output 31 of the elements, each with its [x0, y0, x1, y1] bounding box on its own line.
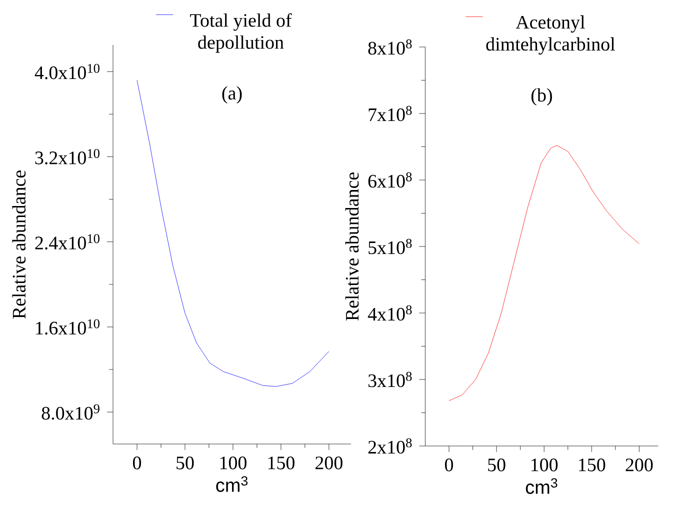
y-tick-label: 1.6x10$^{10}$: [36, 319, 100, 335]
text: (a): [222, 86, 242, 104]
x-tick-label: 0: [132, 456, 142, 470]
x-tick-label: 200: [316, 456, 342, 470]
x-tick-label: 150: [579, 458, 606, 472]
x-tick-label: 100: [532, 458, 558, 472]
y-tick-label: 4.0x10$^{10}$: [34, 64, 100, 80]
x-tick-label: 50: [176, 456, 194, 470]
text: (b): [531, 88, 552, 106]
legend-label: Total yield of depollution: [190, 13, 292, 53]
y-tick-label: 8.0x10$^{9}$: [42, 404, 100, 420]
y-tick-label: 2x10$^{8}$: [368, 438, 412, 454]
x-tick-label: 100: [220, 456, 246, 470]
y-tick-label: 5x10$^{8}$: [368, 238, 412, 254]
y-tick-label: 8x10$^{8}$: [368, 39, 412, 55]
y-axis-title: Relative abundance: [345, 172, 359, 321]
x-tick-label: 0: [444, 458, 454, 472]
line-series: [136, 80, 330, 387]
x-tick-label: 50: [488, 458, 506, 472]
y-tick-label: 2.4x10$^{10}$: [35, 234, 100, 250]
y-tick-label: 4x10$^{8}$: [368, 305, 412, 321]
y-tick-label: 3.2x10$^{10}$: [35, 149, 100, 164]
x-axis-title: cm$^{3}$: [216, 476, 248, 492]
x-axis-title: cm$^{3}$: [526, 478, 558, 494]
y-axis-title: Relative abundance: [12, 170, 26, 319]
y-tick-label: 3x10$^{8}$: [368, 372, 412, 388]
y-tick-label: 6x10$^{8}$: [368, 172, 412, 188]
x-tick-label: 150: [268, 456, 294, 470]
legend-label: Acetonyl dimtehylcarbinol: [486, 15, 615, 55]
x-tick-label: 200: [626, 458, 653, 472]
y-tick-label: 7x10$^{8}$: [368, 106, 412, 122]
